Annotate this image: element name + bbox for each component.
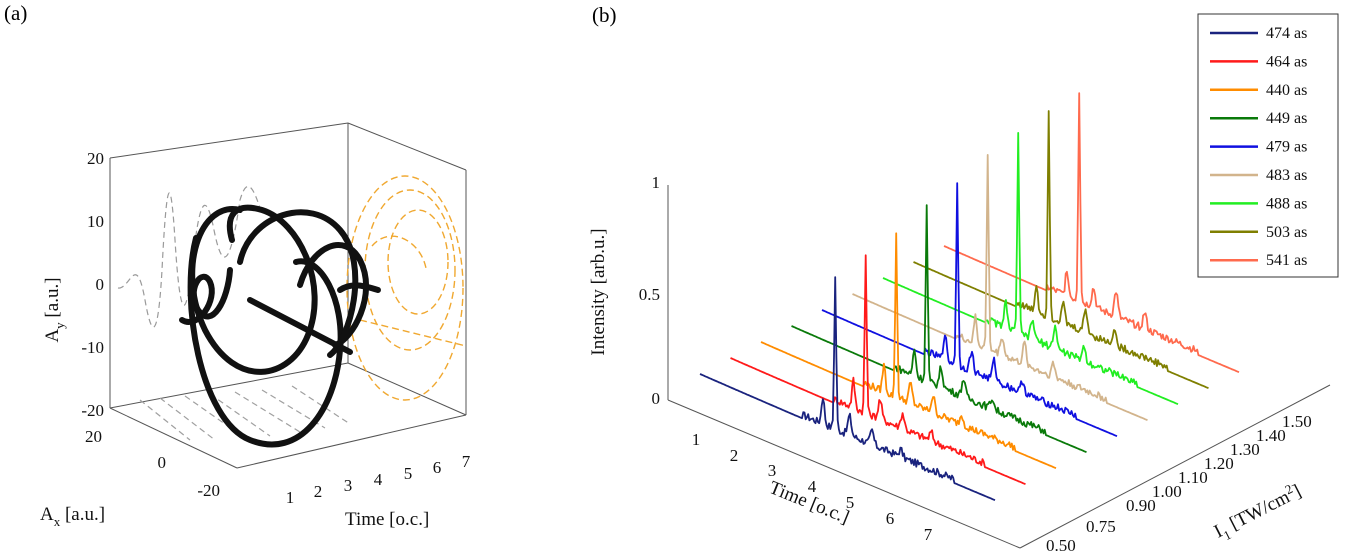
legend-entry-label: 503 as: [1266, 224, 1307, 241]
trace-440-as: [760, 232, 1057, 470]
legend-entry-label: 483 as: [1266, 167, 1307, 184]
legend-entry-label: 488 as: [1266, 195, 1307, 212]
time-tick-label: 6: [886, 509, 895, 528]
trace-483-as: [852, 153, 1148, 422]
trajectory-3d: [179, 204, 381, 448]
ax-tick-label: 20: [85, 427, 102, 446]
i1-axis-line: [1019, 384, 1331, 549]
i1-tick-label: 1.10: [1178, 468, 1208, 487]
i1-tick-label: 1.20: [1204, 454, 1234, 473]
ay-tick-label: 20: [87, 149, 104, 168]
panel-a-ay-ticks: 20 10 0 -10 -20: [81, 149, 104, 420]
panel-a-ay-axis-label: Ay [a.u.]: [42, 277, 67, 342]
panel-b-label: (b): [592, 3, 617, 27]
i1-tick-label: 1.50: [1282, 412, 1312, 431]
i1-tick-label: 1.40: [1256, 426, 1286, 445]
ax-tick-label: -20: [197, 481, 220, 500]
trace-449-as: [791, 204, 1087, 454]
time-tick-label: 3: [344, 476, 353, 495]
legend: 474 as 464 as 440 as 449 as 479 as 483 as 488 …: [1197, 13, 1339, 278]
legend-entry-label: 464 as: [1266, 53, 1307, 70]
time-tick-label: 1: [286, 488, 295, 507]
legend-entry-label: 541 as: [1266, 252, 1307, 269]
panel-b-plot: 0 0.5 1 1 2 3 4 5 6 7 0.50 0.75 0.90 1.0…: [588, 13, 1339, 555]
time-tick-label: 5: [846, 493, 855, 512]
panel-b-i1-ticks: 0.50 0.75 0.90 1.00 1.10 1.20 1.30 1.40 …: [1046, 412, 1312, 555]
time-tick-label: 7: [924, 525, 933, 544]
time-tick-label: 7: [462, 452, 471, 471]
panel-b-intensity-axis-label: Intensity [arb.u.]: [588, 228, 609, 355]
waterfall-traces: [699, 92, 1240, 502]
time-tick-label: 3: [768, 461, 777, 480]
panel-a-ax-ticks: 20 0 -20: [85, 427, 220, 500]
panel-a-plot: 20 10 0 -10 -20 20 0 -20 1 2 3 4 5 6 7 A…: [40, 122, 471, 530]
i1-tick-label: 0.75: [1086, 517, 1116, 536]
z-tick-label: 0.5: [639, 285, 660, 304]
i1-tick-label: 0.90: [1126, 496, 1156, 515]
panel-b-time-ticks: 1 2 3 4 5 6 7: [692, 430, 933, 544]
time-tick-label: 2: [314, 482, 323, 501]
ay-tick-label: -20: [81, 401, 104, 420]
panel-b-z-ticks: 0 0.5 1: [639, 173, 660, 408]
i1-tick-label: 1.30: [1230, 440, 1260, 459]
panel-b-axes: [667, 185, 1331, 549]
panel-a-time-ticks: 1 2 3 4 5 6 7: [286, 452, 471, 507]
i1-tick-label: 1.00: [1152, 482, 1182, 501]
panel-a-ax-axis-label: Ax [a.u.]: [40, 504, 105, 529]
legend-entry-label: 479 as: [1266, 139, 1307, 156]
trace-541-as: [943, 92, 1240, 374]
trace-474-as: [699, 276, 996, 502]
trace-464-as: [730, 254, 1026, 486]
panel-a-label: (a): [4, 1, 27, 25]
trace-503-as: [913, 110, 1209, 390]
time-tick-label: 4: [808, 477, 817, 496]
time-tick-label: 6: [433, 458, 442, 477]
legend-entry-label: 440 as: [1266, 82, 1307, 99]
time-tick-label: 4: [374, 470, 383, 489]
ay-tick-label: 10: [87, 212, 104, 231]
z-tick-label: 0: [652, 389, 661, 408]
ay-tick-label: -10: [81, 338, 104, 357]
time-tick-label: 2: [730, 446, 739, 465]
time-tick-label: 5: [404, 464, 413, 483]
ay-time-projection: [117, 186, 263, 328]
legend-entry-label: 474 as: [1266, 25, 1307, 42]
z-tick-label: 1: [652, 173, 661, 192]
panel-b-i1-axis-label: I1 [TW/cm2]: [1209, 478, 1306, 546]
ay-tick-label: 0: [96, 275, 105, 294]
ax-tick-label: 0: [158, 453, 167, 472]
i1-tick-label: 0.50: [1046, 536, 1076, 555]
trace-479-as: [821, 182, 1118, 438]
time-tick-label: 1: [692, 430, 701, 449]
trace-488-as: [882, 131, 1179, 406]
legend-entry-label: 449 as: [1266, 110, 1307, 127]
time-axis-line: [667, 399, 1021, 549]
panel-a-box: [109, 122, 467, 469]
panel-a-time-axis-label: Time [o.c.]: [345, 509, 429, 530]
